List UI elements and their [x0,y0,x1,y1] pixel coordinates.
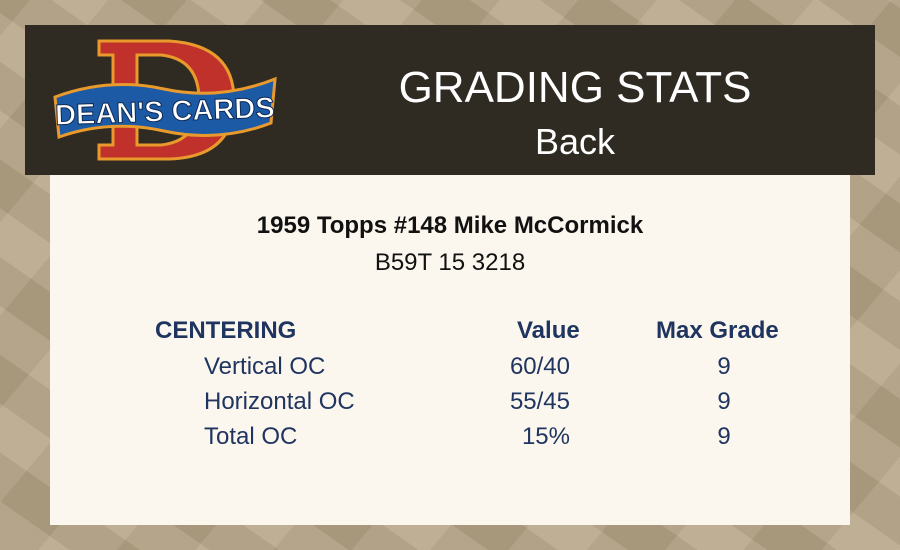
page-title: GRADING STATS [398,63,752,112]
deans-cards-logo: DEAN'S CARDS [53,39,277,161]
page-subtitle: Back [534,121,616,162]
header-value: Value [517,317,580,344]
card-name: 1959 Topps #148 Mike McCormick [256,212,644,239]
row-value: 60/40 [509,353,570,380]
cert-number: B59T 15 3218 [374,249,526,276]
header-bar: DEAN'S CARDS GRADING STATS Back [25,25,875,175]
row-label: Vertical OC [204,353,326,380]
row-max-grade: 9 [717,423,731,450]
header-centering: CENTERING [155,317,297,344]
row-max-grade: 9 [717,353,731,380]
stats-panel: 1959 Topps #148 Mike McCormick B59T 15 3… [50,175,850,525]
row-label: Total OC [204,423,298,450]
row-label: Horizontal OC [204,388,355,415]
row-value: 55/45 [509,388,570,415]
header-max-grade: Max Grade [656,317,779,344]
svg-text:DEAN'S CARDS: DEAN'S CARDS [55,92,276,132]
row-value: 15% [521,423,570,450]
row-max-grade: 9 [717,388,731,415]
